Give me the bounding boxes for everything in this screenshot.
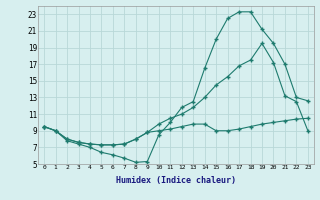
X-axis label: Humidex (Indice chaleur): Humidex (Indice chaleur) [116, 176, 236, 185]
